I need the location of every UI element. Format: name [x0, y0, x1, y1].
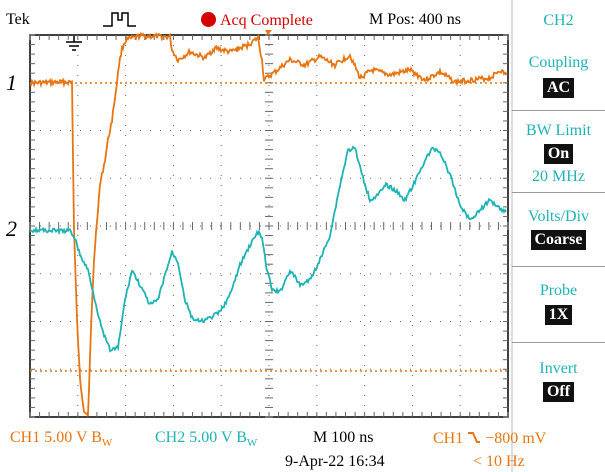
- trigger-position-marker: [265, 30, 272, 35]
- acq-status: Acq Complete: [201, 12, 313, 29]
- ch1-scale-readout: CH1 5.00 V BW: [10, 430, 112, 449]
- ch1-bw-symbol: B: [91, 429, 102, 446]
- ch2-bw-symbol: B: [236, 429, 247, 446]
- acq-indicator-icon: [201, 12, 216, 27]
- menu-separator: [512, 342, 605, 343]
- menu-volts-div-value[interactable]: Coarse: [512, 230, 605, 250]
- date-time: 9-Apr-22 16:34: [285, 453, 385, 470]
- menu-separator: [512, 110, 605, 111]
- trigger-source-label: CH1: [433, 430, 464, 447]
- menu-probe-value[interactable]: 1X: [512, 305, 605, 325]
- ch2-scale-label: CH2 5.00 V: [155, 429, 233, 446]
- trigger-readout: CH1 −800 mV: [433, 430, 546, 447]
- ch1-waveform: [29, 31, 507, 417]
- ground-icon: [66, 36, 82, 51]
- trigger-level-label: −800 mV: [485, 430, 547, 447]
- trigger-frequency: < 10 Hz: [473, 453, 525, 470]
- menu-title: CH2: [543, 12, 574, 29]
- ch1-marker: 1: [6, 70, 17, 95]
- menu-invert-value[interactable]: Off: [512, 382, 605, 402]
- trigger-pulse-icon: [103, 12, 136, 27]
- menu-separator: [512, 266, 605, 267]
- acq-status-label: Acq Complete: [220, 12, 313, 29]
- graticule-grid: [29, 34, 509, 418]
- menu-bw-limit-value[interactable]: On: [512, 144, 605, 164]
- falling-edge-icon: [468, 432, 481, 443]
- menu-coupling-label[interactable]: Coupling: [528, 54, 589, 71]
- ch1-bw-symbol-sub: W: [101, 437, 113, 450]
- brand-label: Tek: [6, 11, 30, 28]
- ch2-waveform: [29, 145, 507, 353]
- ch1-scale-label: CH1 5.00 V: [10, 429, 88, 446]
- m-pos-readout: M Pos: 400 ns: [369, 11, 462, 28]
- ch2-marker: 2: [6, 216, 17, 241]
- ch2-scale-readout: CH2 5.00 V BW: [155, 430, 257, 449]
- menu-bw-limit-label[interactable]: BW Limit: [525, 122, 592, 139]
- menu-volts-div-label[interactable]: Volts/Div: [527, 208, 590, 225]
- menu-invert-label[interactable]: Invert: [539, 360, 578, 377]
- ch2-bw-symbol-sub: W: [246, 437, 258, 450]
- menu-probe-label[interactable]: Probe: [539, 282, 578, 299]
- timebase-readout: M 100 ns: [313, 429, 374, 446]
- menu-coupling-value[interactable]: AC: [512, 78, 605, 98]
- menu-separator: [512, 192, 605, 193]
- menu-bw-limit-sub: 20 MHz: [532, 168, 585, 185]
